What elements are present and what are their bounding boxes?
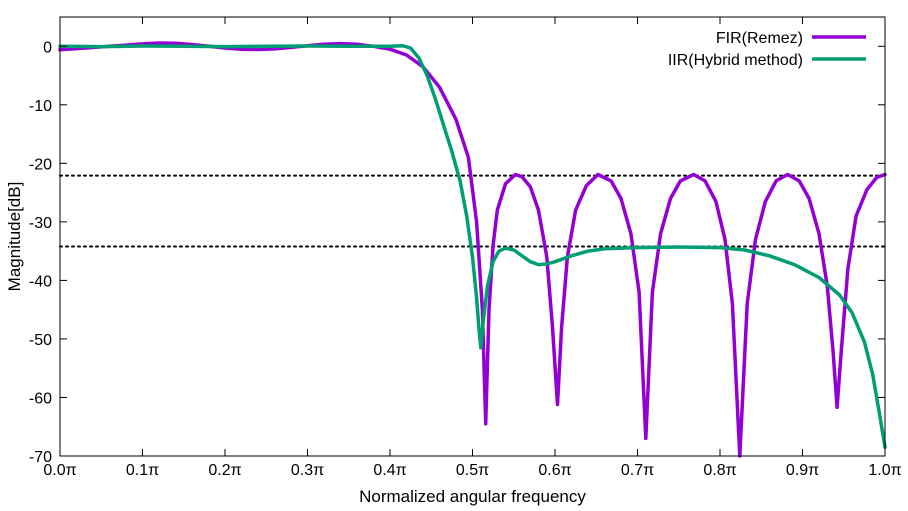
plot-frame — [59, 16, 886, 457]
x-tick-label: 0.8π — [703, 462, 736, 479]
legend-label-1: IIR(Hybrid method) — [668, 52, 803, 69]
legend-label-0: FIR(Remez) — [716, 30, 803, 47]
y-tick-label: 0 — [43, 39, 52, 56]
y-tick-label: -70 — [29, 449, 52, 466]
tick-labels: 0.0π 0.1π 0.2π 0.3π 0.4π 0.5π 0.6π 0.7π 0.8π 0.9π… — [29, 39, 902, 479]
series-line-1 — [58, 43, 887, 449]
y-tick-label: -60 — [29, 390, 52, 407]
y-tick-label: -40 — [29, 273, 52, 290]
x-tick-label: 0.7π — [621, 462, 654, 479]
reference-lines — [59, 174, 886, 248]
x-tick-label: 0.1π — [126, 462, 159, 479]
y-axis-label: Magnitude[dB] — [5, 182, 24, 292]
x-tick-label: 0.5π — [456, 462, 489, 479]
x-tick-label: 0.2π — [208, 462, 241, 479]
x-tick-label: 0.9π — [786, 462, 819, 479]
series-line-0 — [58, 41, 887, 458]
x-axis-label: Normalized angular frequency — [359, 487, 586, 506]
series-layer — [58, 41, 887, 458]
y-tick-label: -30 — [29, 215, 52, 232]
legend: FIR(Remez) IIR(Hybrid method) — [668, 30, 866, 69]
y-tick-label: -50 — [29, 332, 52, 349]
x-tick-label: 0.3π — [291, 462, 324, 479]
ticks — [59, 17, 886, 457]
y-tick-label: -10 — [29, 98, 52, 115]
x-tick-label: 1.0π — [868, 462, 901, 479]
y-tick-label: -20 — [29, 156, 52, 173]
x-tick-label: 0.4π — [373, 462, 406, 479]
x-tick-label: 0.0π — [43, 462, 76, 479]
x-tick-label: 0.6π — [538, 462, 571, 479]
